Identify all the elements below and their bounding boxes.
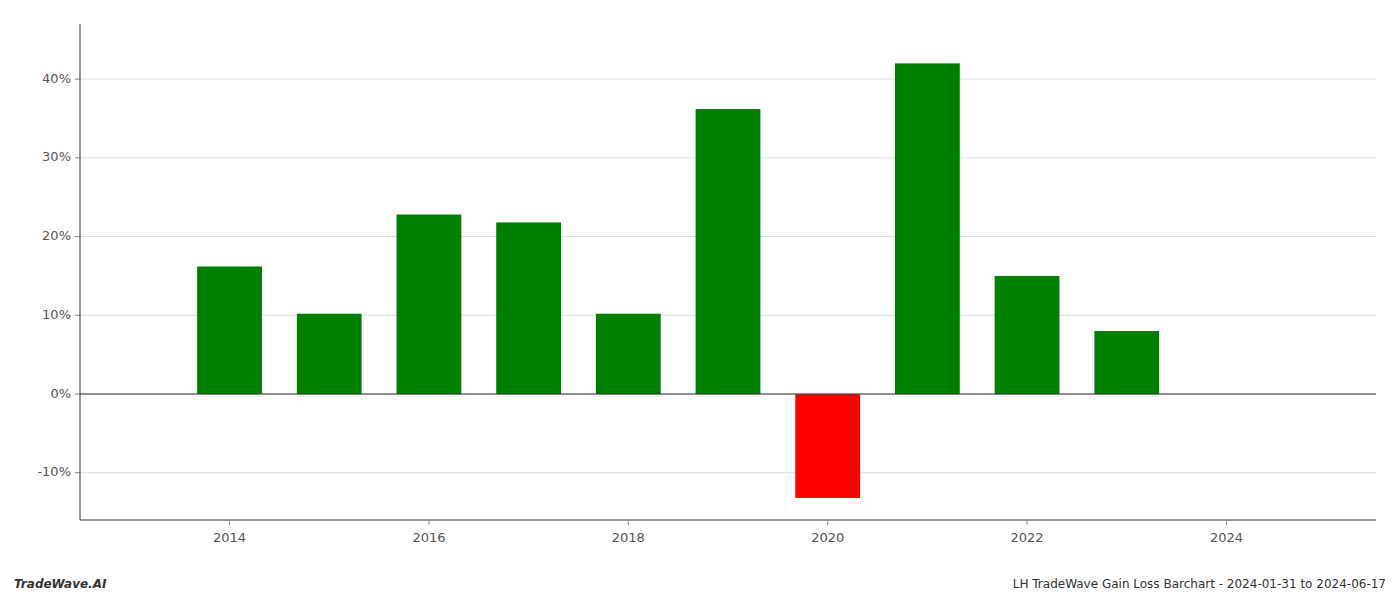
bar [496, 222, 561, 394]
bars [197, 63, 1159, 498]
x-tick-label: 2014 [213, 530, 246, 545]
bar [397, 215, 462, 395]
bar [1094, 331, 1159, 394]
x-axis-line [80, 520, 1376, 521]
y-tick [75, 472, 80, 473]
zero-line [80, 394, 1376, 395]
bar [596, 314, 661, 394]
axes: -10% 0% 10% 20% 30% 40% 2014 2016 2018 2020 2022 20… [37, 24, 1376, 545]
y-tick [75, 394, 80, 395]
x-tick-label: 2024 [1210, 530, 1243, 545]
y-tick-label: 10% [42, 307, 71, 322]
bar [995, 276, 1060, 394]
y-tick-label: 30% [42, 149, 71, 164]
y-tick-label: -10% [37, 464, 71, 479]
x-tick-label: 2022 [1011, 530, 1044, 545]
y-tick-label: 0% [50, 386, 71, 401]
x-tick [428, 520, 429, 525]
chart: -10% 0% 10% 20% 30% 40% 2014 2016 2018 2020 2022 20… [0, 0, 1400, 600]
bar [197, 266, 262, 394]
bar [297, 314, 362, 394]
x-tick [1226, 520, 1227, 525]
bar [895, 63, 960, 394]
y-tick-label: 40% [42, 71, 71, 86]
x-tick-label: 2016 [412, 530, 445, 545]
x-tick [628, 520, 629, 525]
footer-right: LH TradeWave Gain Loss Barchart - 2024-0… [1013, 577, 1386, 591]
footer-left: TradeWave.AI [14, 577, 107, 591]
y-axis-line [80, 24, 81, 520]
y-tick [75, 315, 80, 316]
y-tick-label: 20% [42, 228, 71, 243]
x-tick [827, 520, 828, 525]
x-tick-label: 2020 [811, 530, 844, 545]
y-tick [75, 79, 80, 80]
grid-line [80, 394, 1376, 395]
x-tick [229, 520, 230, 525]
x-tick-label: 2018 [612, 530, 645, 545]
grid [80, 79, 1376, 473]
bar [696, 109, 761, 394]
grid-line [80, 79, 1376, 80]
y-tick [75, 157, 80, 158]
y-tick [75, 236, 80, 237]
grid-line [80, 472, 1376, 473]
bar [795, 394, 860, 498]
x-tick [1027, 520, 1028, 525]
